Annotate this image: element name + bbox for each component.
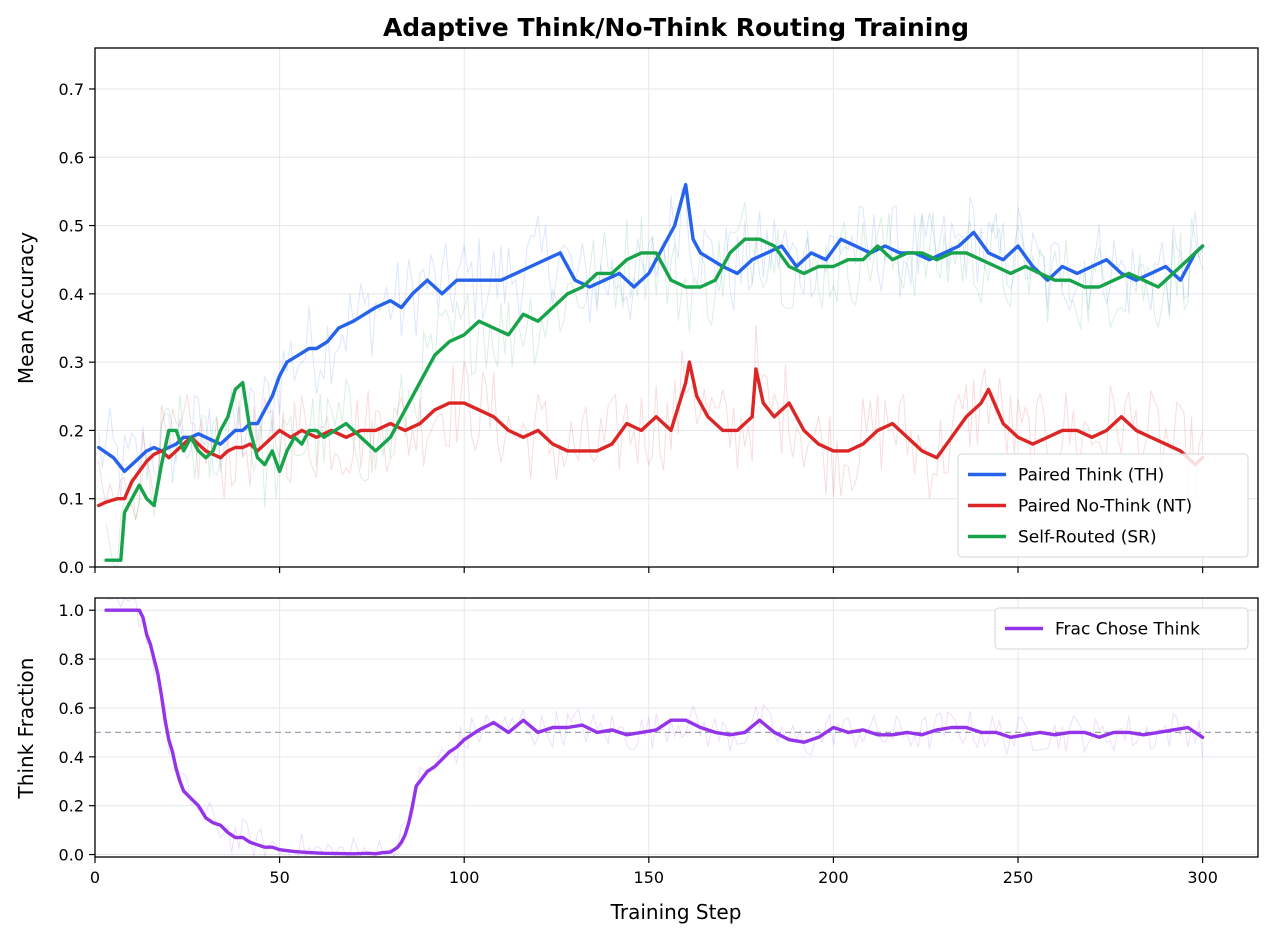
- legend-box: [994, 607, 1249, 650]
- think-legend: Frac Chose Think: [994, 607, 1249, 650]
- legend-label: Paired No-Think (NT): [1018, 497, 1192, 517]
- x-axis-label: Training Step: [610, 900, 742, 924]
- accuracy-y-ticks: 0.0 0.1 0.2 0.3 0.4 0.5 0.6 0.7: [59, 80, 95, 577]
- accuracy-y-axis-label: Mean Accuracy: [14, 232, 38, 384]
- think-fraction-panel: 0 50 100 150 200 250 300 0.0 0.2 0.4 0.6 0.8 1.0 Tr…: [14, 597, 1259, 924]
- x-tick-label: 50: [269, 868, 289, 887]
- think-y-axis-label: Think Fraction: [14, 658, 38, 800]
- y-tick-label: 0.2: [59, 797, 84, 816]
- y-tick-label: 0.4: [59, 748, 84, 767]
- y-tick-label: 0.0: [59, 846, 84, 865]
- y-tick-label: 0.1: [59, 490, 84, 509]
- y-tick-label: 0.2: [59, 421, 84, 440]
- chart-title: Adaptive Think/No-Think Routing Training: [383, 13, 969, 42]
- think-axes-frame: [94, 597, 1259, 858]
- legend-label: Frac Chose Think: [1055, 620, 1200, 640]
- think-y-ticks: 0.0 0.2 0.4 0.6 0.8 1.0: [59, 601, 95, 865]
- accuracy-axes-frame: [94, 47, 1259, 568]
- y-tick-label: 0.8: [59, 650, 84, 669]
- accuracy-legend: Paired Think (TH) Paired No-Think (NT) Sel…: [957, 453, 1249, 558]
- y-tick-label: 1.0: [59, 601, 84, 620]
- y-tick-label: 0.7: [59, 80, 84, 99]
- noise-trace: [98, 324, 1204, 520]
- legend-label: Paired Think (TH): [1018, 466, 1164, 486]
- series-line: [97, 360, 1205, 508]
- series-line: [104, 237, 1205, 562]
- y-tick-label: 0.0: [59, 558, 84, 577]
- accuracy-panel: 0.0 0.1 0.2 0.3 0.4 0.5 0.6 0.7 Adaptive Think/…: [14, 13, 1259, 577]
- accuracy-series: [97, 182, 1205, 562]
- series-line: [97, 182, 1205, 474]
- y-tick-label: 0.6: [59, 699, 84, 718]
- legend-label: Self-Routed (SR): [1018, 528, 1157, 548]
- x-tick-label: 150: [634, 868, 665, 887]
- x-tick-label: 0: [90, 868, 100, 887]
- x-tick-label: 300: [1187, 868, 1218, 887]
- y-tick-label: 0.6: [59, 148, 84, 167]
- noise-trace: [98, 185, 1204, 499]
- series-line: [104, 608, 1205, 856]
- x-tick-label: 100: [449, 868, 480, 887]
- y-tick-label: 0.5: [59, 217, 84, 236]
- accuracy-x-ticks: [94, 567, 1204, 573]
- x-tick-label: 200: [818, 868, 849, 887]
- x-tick-label: 250: [1003, 868, 1034, 887]
- think-series: [104, 608, 1205, 856]
- legend-box: [957, 453, 1249, 558]
- y-tick-label: 0.3: [59, 353, 84, 372]
- y-tick-label: 0.4: [59, 285, 84, 304]
- think-x-ticks: 0 50 100 150 200 250 300: [90, 857, 1218, 887]
